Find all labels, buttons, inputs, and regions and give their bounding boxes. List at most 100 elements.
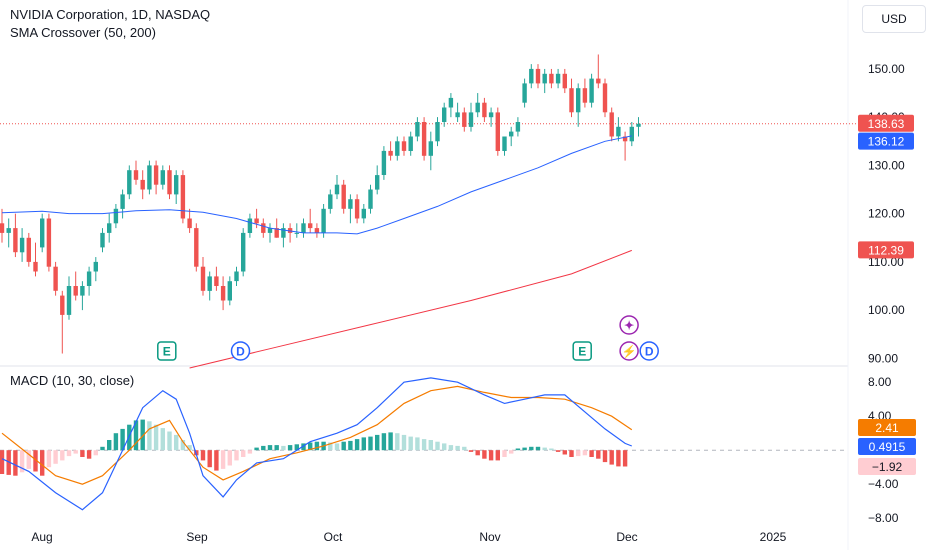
macd-histogram-bar (187, 445, 192, 451)
macd-histogram-bar (100, 446, 105, 451)
time-tick-label: Dec (616, 530, 637, 544)
candle-body (616, 126, 621, 137)
macd-histogram-bar (596, 450, 601, 459)
split-marker-label: ⚡ (622, 345, 637, 359)
candle-body (200, 266, 206, 291)
macd-histogram-bar (227, 450, 232, 466)
macd-histogram-bar (19, 450, 25, 473)
candle-body (19, 237, 25, 253)
macd-tick-label: −4.00 (868, 477, 899, 491)
macd-value-bg (858, 438, 916, 455)
macd-histogram-bar (26, 450, 31, 469)
currency-button[interactable]: USD (862, 5, 926, 33)
candle-body (522, 83, 527, 103)
macd-histogram-bar (515, 448, 521, 451)
candle-body (174, 175, 179, 195)
candle-body (301, 223, 306, 233)
macd-histogram-bar (529, 446, 534, 451)
candle-body (361, 208, 366, 219)
other-marker (619, 315, 639, 335)
macd-histogram-bar (6, 450, 11, 475)
macd-histogram-bar (462, 446, 467, 451)
sma200-line (189, 249, 632, 369)
candle-body (475, 102, 480, 113)
macd-histogram-bar (502, 450, 507, 457)
candle-body (442, 107, 447, 122)
indicator-label[interactable]: SMA Crossover (50, 200) (10, 25, 156, 40)
candle-body (234, 271, 239, 282)
macd-histogram-bar (247, 450, 253, 454)
macd-histogram-bar (562, 450, 567, 455)
macd-histogram-bar (569, 450, 574, 457)
macd-tick-label: 8.00 (868, 375, 892, 389)
macd-histogram-bar (274, 445, 279, 451)
candle-body (220, 286, 226, 301)
candle-body (107, 223, 112, 233)
macd-histogram-bar (609, 450, 614, 465)
macd-histogram-bar (408, 436, 413, 451)
earnings-marker-label: E (163, 345, 171, 359)
candle-body (66, 286, 72, 315)
macd-histogram-bar (153, 424, 159, 451)
macd-histogram-bar (602, 450, 608, 463)
candle-body (314, 228, 320, 233)
dividend-marker-label: D (645, 345, 654, 359)
candle-body (421, 122, 427, 156)
macd-histogram-bar (53, 450, 58, 464)
candle-body (33, 261, 38, 272)
split-marker (619, 341, 639, 361)
candle-body (408, 136, 413, 151)
macd-histogram-bar (334, 443, 340, 451)
macd-histogram-bar (622, 450, 628, 467)
macd-histogram-bar (254, 447, 259, 451)
candle-body (455, 112, 460, 118)
chart-title: NVIDIA Corporation, 1D, NASDAQ (10, 7, 211, 22)
candle-body (334, 184, 340, 195)
candle-body (13, 228, 18, 253)
macd-histogram-bar (60, 450, 65, 461)
macd-histogram-bar (301, 443, 306, 451)
macd-histogram-bar (33, 450, 38, 472)
candle-body (241, 232, 246, 272)
macd-histogram-bar (455, 445, 460, 451)
macd-histogram-bar (535, 446, 541, 451)
candle-body (46, 218, 52, 267)
candle-body (348, 199, 353, 209)
candle-body (562, 73, 567, 89)
candle-body (555, 73, 561, 84)
macd-histogram-bar (40, 450, 45, 476)
macd-histogram-bar (495, 450, 500, 461)
candle-body (576, 88, 581, 113)
candle-body (341, 184, 346, 209)
macd-histogram-bar (147, 421, 152, 451)
macd-histogram-bar (448, 445, 454, 451)
time-tick-label: 2025 (760, 530, 787, 544)
candle-body (321, 208, 326, 233)
macd-line (1, 377, 633, 511)
candle-body (328, 194, 333, 209)
last-price-label-bg (858, 114, 914, 132)
macd-histogram-bar (395, 433, 400, 451)
candle-body (40, 218, 45, 248)
candle-body (153, 165, 159, 185)
candle-body (254, 218, 259, 224)
macd-histogram-bar (348, 440, 353, 451)
macd-histogram-bar (287, 445, 293, 451)
candle-body (6, 228, 11, 233)
candle-body (180, 175, 186, 219)
macd-indicator-label[interactable]: MACD (10, 30, close) (10, 373, 135, 388)
macd-histogram-bar (328, 442, 333, 451)
macd-histogram-bar (234, 450, 239, 461)
macd-histogram-bar (582, 450, 588, 456)
macd-histogram-bar (174, 434, 179, 451)
last-price-label: 138.63 (868, 117, 905, 131)
candle-body (622, 136, 628, 142)
macd-histogram-bar (281, 445, 286, 451)
candle-body (53, 266, 58, 291)
candle-body (415, 122, 420, 137)
macd-histogram-bar (421, 439, 427, 451)
macd-histogram-bar (314, 441, 320, 451)
macd-histogram-bar (86, 450, 92, 459)
time-tick-label: Nov (479, 530, 500, 544)
